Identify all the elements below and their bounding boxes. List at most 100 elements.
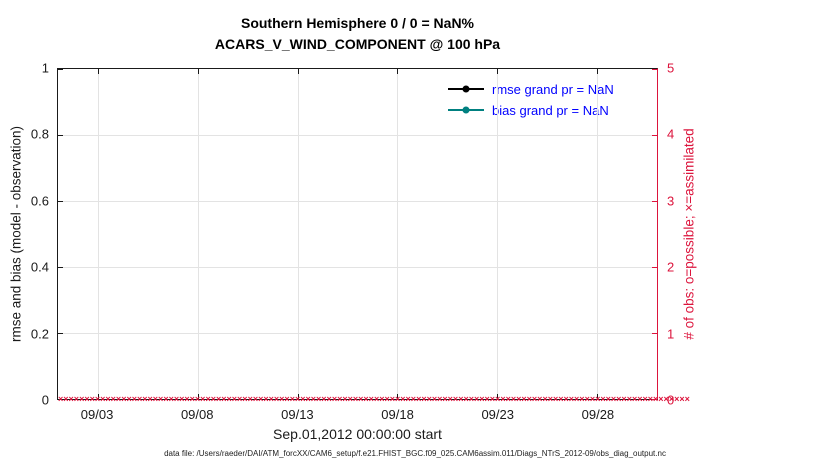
x-tick-mark [97, 394, 99, 399]
assimilated-obs-marker: × [484, 394, 490, 404]
assimilated-obs-marker: × [452, 394, 459, 404]
assimilated-obs-marker: × [163, 394, 169, 404]
assimilated-obs-marker: × [610, 394, 617, 404]
y-right-tick-label: 3 [667, 193, 675, 209]
y-left-tick-mark [58, 201, 63, 202]
gridline-vertical [397, 69, 399, 399]
assimilated-obs-marker: × [468, 394, 474, 404]
bias-marker-icon [462, 106, 470, 114]
y-right-tick-label: 0 [667, 392, 675, 408]
assimilated-obs-marker: × [258, 394, 264, 404]
plot-area: rmse grand pr = NaN bias grand pr = NaN … [57, 68, 690, 404]
assimilated-obs-marker: × [405, 394, 411, 404]
legend-label-bias: bias grand pr = NaN [492, 102, 609, 118]
assimilated-obs-marker: × [100, 394, 106, 404]
assimilated-obs-marker: × [63, 394, 69, 404]
assimilated-obs-marker: × [373, 394, 380, 404]
assimilated-obs-marker: × [173, 394, 180, 404]
x-tick-label: 09/08 [180, 407, 214, 422]
assimilated-obs-marker: × [658, 394, 664, 404]
assimilated-obs-marker: × [674, 394, 680, 404]
assimilated-obs-marker: × [589, 394, 596, 404]
y-left-tick-mark [58, 135, 63, 136]
legend-entry-bias: bias grand pr = NaN [448, 102, 614, 118]
y-right-tick-mark [652, 267, 657, 268]
y-left-tick-label: 1 [41, 60, 49, 76]
bias-line-sample [448, 106, 484, 114]
x-tick-label: 09/13 [281, 407, 314, 422]
rmse-marker-icon [462, 85, 470, 93]
assimilated-obs-marker: × [242, 394, 248, 404]
assimilated-obs-marker: × [679, 394, 685, 404]
assimilated-obs-marker: × [68, 394, 74, 404]
x-tick-mark [497, 394, 499, 399]
data-file-path: data file: /Users/raeder/DAI/ATM_forcXX/… [164, 449, 666, 458]
y-left-tick-label: 0.8 [30, 126, 49, 142]
assimilated-obs-marker: × [131, 394, 137, 404]
assimilated-obs-marker: × [115, 394, 122, 404]
assimilated-obs-marker: × [79, 394, 85, 404]
assimilated-obs-marker: × [205, 394, 211, 404]
assimilated-obs-marker: × [626, 394, 632, 404]
y-right-tick-mark [652, 135, 657, 136]
assimilated-obs-marker: × [321, 394, 327, 404]
assimilated-obs-marker: × [142, 394, 148, 404]
assimilated-obs-marker: × [200, 394, 206, 404]
assimilated-obs-marker: × [284, 394, 290, 404]
assimilated-obs-marker: × [300, 394, 306, 404]
assimilated-obs-marker: × [316, 394, 322, 404]
y-right-tick-label: 4 [667, 126, 675, 142]
chart-title: Southern Hemisphere 0 / 0 = NaN% ACARS_V… [57, 13, 658, 55]
y-left-tick-label: 0.4 [30, 259, 49, 275]
assimilated-obs-marker: × [305, 394, 311, 404]
x-tick-mark [497, 69, 499, 74]
assimilated-obs-marker: × [136, 394, 143, 404]
y-right-tick-mark [652, 399, 657, 400]
assimilated-obs-marker: × [247, 394, 253, 404]
gridline-vertical [197, 69, 199, 399]
assimilated-obs-marker: × [458, 394, 464, 404]
assimilated-obs-marker: × [637, 394, 643, 404]
x-tick-label: 09/18 [381, 407, 414, 422]
x-tick-mark [597, 394, 599, 399]
y-left-tick-mark [58, 333, 63, 334]
x-axis-label: Sep.01,2012 00:00:00 start [273, 426, 442, 442]
assimilated-obs-marker: × [268, 394, 274, 404]
assimilated-obs-marker: × [500, 394, 506, 404]
assimilated-obs-marker: × [684, 394, 690, 404]
assimilated-obs-marker: × [537, 394, 543, 404]
title-line-2: ACARS_V_WIND_COMPONENT @ 100 hPa [214, 36, 501, 52]
assimilated-obs-marker: × [605, 394, 611, 404]
y-left-tick-label: 0 [41, 392, 49, 408]
x-tick-mark [197, 394, 199, 399]
assimilated-obs-marker: × [521, 394, 527, 404]
assimilated-obs-marker: × [400, 394, 406, 404]
assimilated-obs-marker: × [426, 394, 432, 404]
assimilated-obs-marker: × [584, 394, 590, 404]
assimilated-obs-marker: × [126, 394, 132, 404]
gridline-horizontal [58, 267, 657, 268]
assimilated-obs-marker: × [642, 394, 648, 404]
assimilated-obs-marker: × [510, 394, 517, 404]
x-tick-mark [97, 69, 99, 74]
assimilated-obs-marker: × [526, 394, 532, 404]
x-tick-mark [397, 394, 399, 399]
y-left-tick-mark [58, 399, 63, 400]
assimilated-obs-marker: × [621, 394, 627, 404]
x-tick-label: 09/03 [80, 407, 114, 422]
assimilated-obs-marker: × [631, 394, 638, 404]
assimilated-obs-marker: × [263, 394, 269, 404]
assimilated-obs-marker: × [479, 394, 485, 404]
assimilated-obs-marker: × [447, 394, 453, 404]
gridline-horizontal [58, 201, 657, 202]
assimilated-obs-marker: × [105, 394, 111, 404]
gridline-horizontal [58, 135, 657, 136]
assimilated-obs-marker: × [473, 394, 480, 404]
assimilated-obs-marker: × [616, 394, 622, 404]
assimilated-obs-marker: × [121, 394, 127, 404]
assimilated-obs-marker: × [389, 394, 395, 404]
assimilated-obs-marker: × [547, 394, 553, 404]
gridline-vertical [297, 69, 299, 399]
title-line-1: Southern Hemisphere 0 / 0 = NaN% [240, 15, 475, 31]
